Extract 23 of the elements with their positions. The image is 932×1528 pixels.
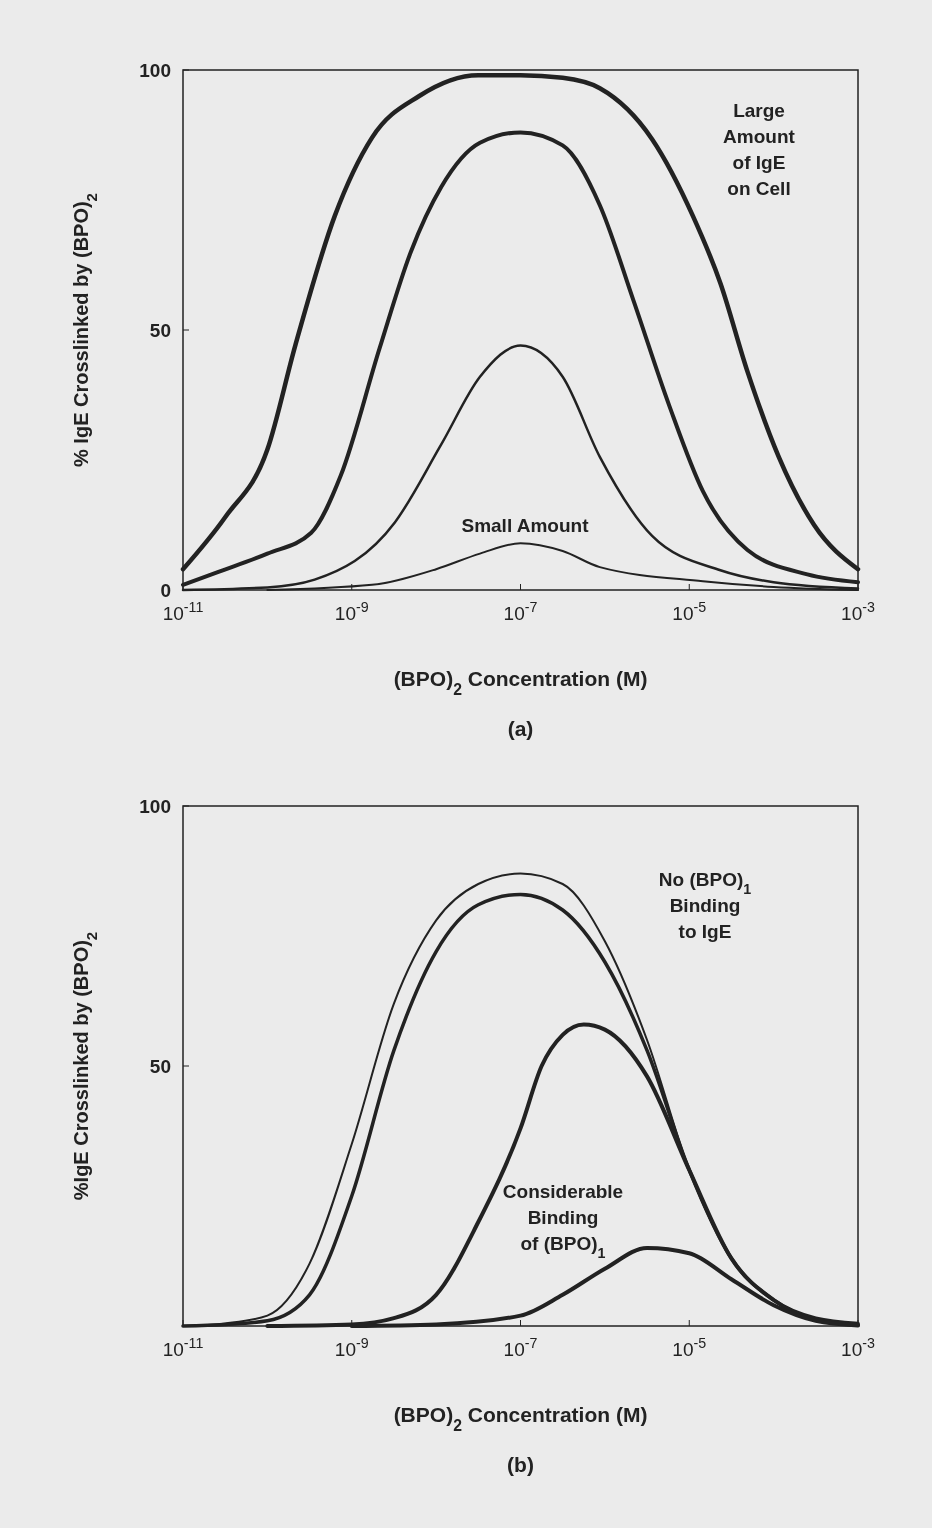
y-tick-label: 100 <box>139 796 171 817</box>
x-tick-label: 10$^{-5}$ <box>672 1335 707 1360</box>
y-tick-label: 50 <box>149 320 171 341</box>
x-tick-label: 10$^{-9}$ <box>334 1335 369 1360</box>
x-axis-title: (BPO)$_{2}$ Concentration (M) <box>393 667 648 698</box>
annotation: Small Amount <box>461 515 590 536</box>
x-tick-label: 10$^{-11}$ <box>162 1335 204 1360</box>
annotation: Large Amount of IgE on Cell <box>723 100 796 199</box>
x-tick-label: 10$^{-5}$ <box>672 599 707 624</box>
x-tick-label: 10$^{-11}$ <box>162 599 204 624</box>
text: (a) <box>507 717 534 740</box>
text: (b) <box>507 1453 534 1476</box>
annotation: Considerable Binding of (BPO)$_{1}$ <box>502 1181 624 1261</box>
annotation: No (BPO)$_{1}$ Binding to IgE <box>658 869 752 942</box>
x-tick-label: 10$^{-7}$ <box>503 1335 538 1360</box>
x-tick-label: 10$^{-3}$ <box>841 1335 875 1360</box>
x-tick-label: 10$^{-9}$ <box>334 599 369 624</box>
x-tick-label: 10$^{-3}$ <box>841 599 875 624</box>
y-tick-label: 100 <box>139 60 171 81</box>
x-axis-title: (BPO)$_{2}$ Concentration (M) <box>393 1403 648 1434</box>
y-tick-label: 50 <box>149 1056 171 1077</box>
y-tick-label: 0 <box>160 580 171 601</box>
x-tick-label: 10$^{-7}$ <box>503 599 538 624</box>
